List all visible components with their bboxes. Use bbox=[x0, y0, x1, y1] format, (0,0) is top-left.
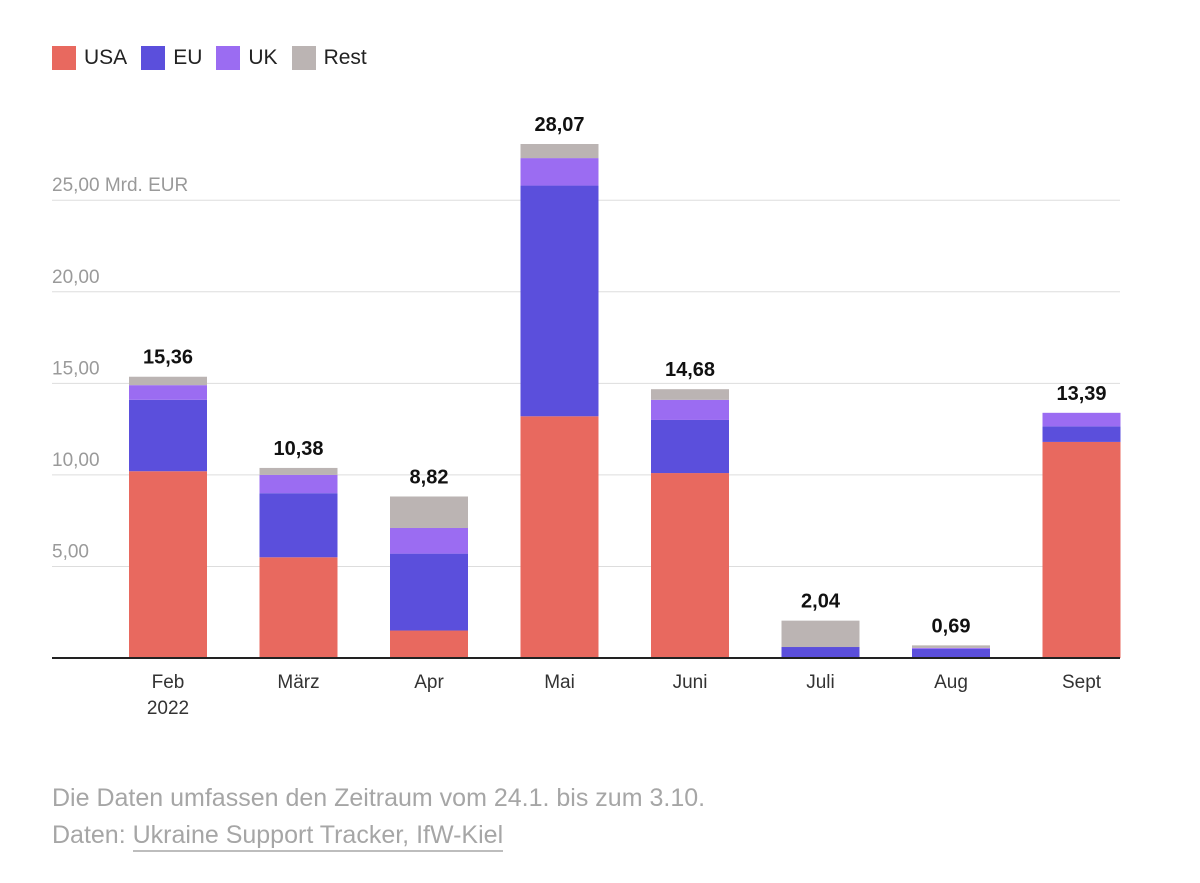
bar-segment-usa bbox=[390, 630, 468, 658]
y-tick-label: 15,00 bbox=[52, 358, 100, 379]
y-tick-label: 25,00 Mrd. EUR bbox=[52, 175, 188, 196]
bar-segment-eu bbox=[912, 648, 990, 658]
x-tick-label: März bbox=[277, 672, 319, 693]
legend-swatch-rest bbox=[291, 46, 316, 70]
bar-segment-rest bbox=[390, 496, 468, 528]
legend-swatch-uk bbox=[216, 46, 241, 70]
bar-segment-usa bbox=[1042, 441, 1121, 658]
total-label: 8,82 bbox=[410, 466, 449, 488]
bar-segment-eu bbox=[1042, 426, 1121, 442]
total-label: 2,04 bbox=[801, 591, 841, 613]
bar-segment-uk bbox=[651, 399, 729, 420]
y-tick-label: 20,00 bbox=[52, 267, 100, 288]
bar-segment-rest bbox=[651, 389, 729, 400]
legend-label-rest: Rest bbox=[323, 46, 367, 69]
x-tick-label: Aug bbox=[934, 672, 968, 693]
legend-item-rest: Rest bbox=[291, 46, 367, 70]
bar-segment-usa bbox=[129, 471, 207, 658]
legend-label-uk: UK bbox=[248, 46, 278, 69]
bar-segment-usa bbox=[520, 416, 599, 658]
bar-segment-rest bbox=[129, 376, 207, 386]
bar-segment-eu bbox=[781, 647, 860, 658]
bar-segment-rest bbox=[912, 645, 990, 648]
bar-segment-eu bbox=[129, 399, 207, 472]
total-label: 28,07 bbox=[534, 114, 584, 136]
legend-item-eu: EU bbox=[141, 46, 202, 70]
date-range-note: Die Daten umfassen den Zeitraum vom 24.1… bbox=[52, 784, 706, 812]
bar-segment-eu bbox=[520, 185, 599, 417]
legend-swatch-eu bbox=[141, 46, 166, 70]
bar-segment-usa bbox=[259, 557, 338, 658]
bar-segment-rest bbox=[781, 620, 860, 648]
stacked-bar-chart: 5,00 10,00 15,00 20,00 25,00 Mrd. EUR 15,36 Fe… bbox=[52, 114, 1121, 719]
chart-footer: Die Daten umfassen den Zeitraum vom 24.1… bbox=[52, 780, 705, 854]
total-label: 13,39 bbox=[1056, 383, 1106, 405]
total-label: 0,69 bbox=[932, 615, 971, 637]
x-tick-label: Sept bbox=[1062, 672, 1102, 693]
total-label: 15,36 bbox=[143, 347, 193, 369]
bar-segment-uk bbox=[259, 474, 338, 494]
x-tick-label: Apr bbox=[414, 672, 444, 693]
y-tick-label: 10,00 bbox=[52, 450, 100, 471]
total-label: 10,38 bbox=[273, 438, 323, 460]
bar-segment-uk bbox=[520, 158, 599, 186]
bar-segment-uk bbox=[1042, 412, 1121, 427]
legend-item-uk: UK bbox=[216, 46, 278, 70]
x-tick-label: Juli bbox=[806, 672, 835, 693]
legend-label-eu: EU bbox=[173, 46, 203, 69]
x-tick-label: Mai bbox=[544, 672, 575, 693]
x-tick-label: Feb bbox=[152, 672, 185, 693]
total-label: 14,68 bbox=[665, 359, 715, 381]
legend-item-usa: USA bbox=[52, 46, 127, 70]
bar-segment-rest bbox=[520, 144, 599, 159]
x-tick-label: 2022 bbox=[147, 698, 189, 719]
bar-segment-usa bbox=[651, 473, 729, 658]
x-tick-label: Juni bbox=[673, 672, 708, 693]
bar-segment-uk bbox=[129, 385, 207, 400]
bar-segment-rest bbox=[259, 467, 338, 475]
source-prefix: Daten: bbox=[52, 821, 133, 849]
chart-legend: USA EU UK Rest bbox=[52, 46, 367, 70]
bar-segment-uk bbox=[912, 647, 990, 649]
source-link[interactable]: Ukraine Support Tracker, IfW-Kiel bbox=[132, 821, 504, 852]
bar-segment-eu bbox=[390, 553, 468, 631]
bar-segment-eu bbox=[259, 493, 338, 558]
y-tick-label: 5,00 bbox=[52, 541, 89, 562]
bar-segment-eu bbox=[651, 419, 729, 474]
bar-segment-uk bbox=[390, 527, 468, 554]
legend-swatch-usa bbox=[52, 46, 76, 70]
legend-label-usa: USA bbox=[84, 46, 128, 69]
source-line: Daten: Ukraine Support Tracker, IfW-Kiel bbox=[52, 817, 705, 854]
